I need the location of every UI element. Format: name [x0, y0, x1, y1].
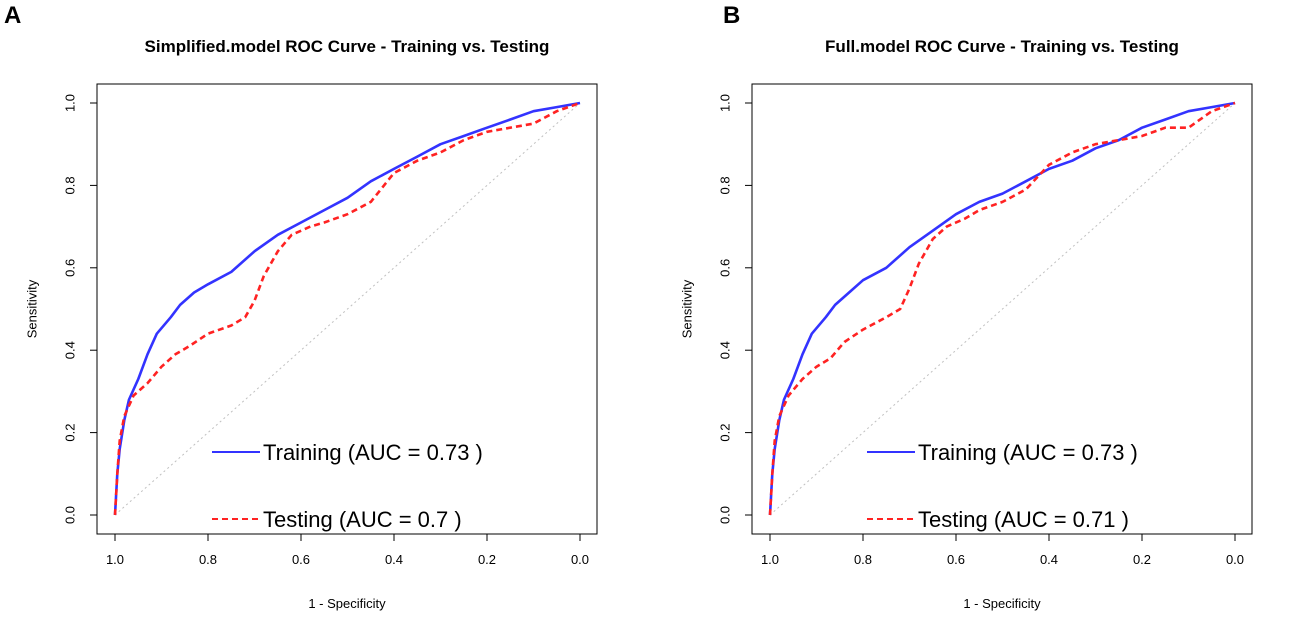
y-axis-label: Sensitivity: [25, 279, 40, 338]
y-tick-label: 0.0: [63, 506, 78, 524]
panel-label: A: [4, 2, 22, 29]
y-axis-label: Sensitivity: [680, 279, 695, 338]
x-tick-label: 0.2: [1133, 552, 1151, 567]
legend-label-training: Training (AUC = 0.73 ): [918, 440, 1138, 465]
diagonal-reference-line: [114, 102, 581, 516]
legend-label-training: Training (AUC = 0.73 ): [263, 440, 483, 465]
x-tick-label: 0.0: [571, 552, 589, 567]
chart-title: Full.model ROC Curve - Training vs. Test…: [825, 37, 1179, 56]
series-line-testing: [113, 101, 581, 516]
x-axis-label: 1 - Specificity: [308, 596, 386, 611]
series-line-training: [768, 101, 1236, 516]
x-tick-label: 0.4: [1040, 552, 1058, 567]
y-tick-label: 0.8: [63, 176, 78, 194]
y-tick-label: 0.8: [718, 176, 733, 194]
x-tick-label: 0.4: [385, 552, 403, 567]
legend-label-testing: Testing (AUC = 0.71 ): [918, 507, 1129, 532]
x-tick-label: 1.0: [106, 552, 124, 567]
roc-chart: Full.model ROC Curve - Training vs. Test…: [680, 37, 1253, 611]
panel-label: B: [723, 2, 741, 29]
diagonal-reference-line: [769, 102, 1236, 516]
y-tick-label: 0.4: [63, 341, 78, 359]
plot-frame: [96, 83, 598, 535]
x-tick-label: 0.6: [292, 552, 310, 567]
x-tick-label: 0.8: [854, 552, 872, 567]
y-tick-label: 0.2: [718, 424, 733, 442]
y-tick-label: 0.6: [718, 259, 733, 277]
y-tick-label: 1.0: [63, 94, 78, 112]
y-tick-label: 0.2: [63, 424, 78, 442]
chart-title: Simplified.model ROC Curve - Training vs…: [145, 37, 550, 56]
x-tick-label: 0.6: [947, 552, 965, 567]
x-tick-label: 1.0: [761, 552, 779, 567]
x-tick-label: 0.0: [1226, 552, 1244, 567]
roc-panel-b: B Full.model ROC Curve - Training vs. Te…: [655, 0, 1310, 619]
y-tick-label: 0.6: [63, 259, 78, 277]
x-tick-label: 0.8: [199, 552, 217, 567]
plot-frame: [751, 83, 1253, 535]
x-axis-label: 1 - Specificity: [963, 596, 1041, 611]
roc-panel-a: A Simplified.model ROC Curve - Training …: [4, 2, 598, 611]
y-tick-label: 0.4: [718, 341, 733, 359]
series-line-testing: [768, 101, 1236, 516]
legend-label-testing: Testing (AUC = 0.7 ): [263, 507, 462, 532]
series-line-training: [113, 101, 581, 516]
y-tick-label: 0.0: [718, 506, 733, 524]
roc-chart: Simplified.model ROC Curve - Training vs…: [25, 37, 598, 611]
x-tick-label: 0.2: [478, 552, 496, 567]
y-tick-label: 1.0: [718, 94, 733, 112]
